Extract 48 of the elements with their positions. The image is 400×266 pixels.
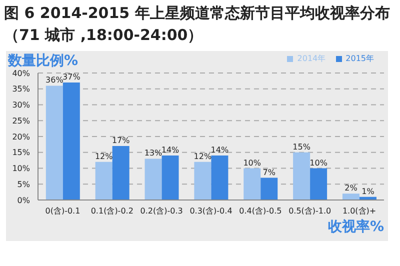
x-tick-label: 1.0(含)+ (342, 206, 376, 216)
data-label: 17% (112, 136, 130, 146)
legend-label: 2014年 (297, 54, 326, 63)
data-label: 12% (194, 152, 212, 161)
data-label: 13% (144, 148, 163, 158)
chart-title: 图 6 2014-2015 年上星频道常态新节目平均收视率分布（71 城市 ,18:00-24:00） (4, 3, 391, 46)
bar (144, 158, 162, 200)
data-label: 14% (210, 146, 229, 155)
y-tick-label: 20% (12, 132, 30, 142)
bar (342, 194, 360, 200)
data-label: 12% (94, 152, 114, 161)
bar (112, 146, 130, 200)
bar (162, 156, 179, 200)
bar (62, 82, 80, 200)
bar (194, 162, 212, 200)
data-label: 36% (46, 76, 64, 85)
y-tick-label: 30% (12, 100, 30, 110)
bar (211, 156, 228, 200)
x-tick-label: 0.5(含)-1.0 (288, 206, 332, 216)
y-tick-label: 0% (17, 196, 30, 205)
x-tick-label: 0.2(含)-0.3 (140, 206, 183, 216)
x-tick-label: 0.4(含)-0.5 (239, 206, 282, 216)
y-tick-label: 15% (12, 148, 30, 158)
y-tick-label: 5% (17, 180, 30, 189)
y-tick-label: 35% (12, 84, 30, 94)
y-tick-label: 40% (12, 68, 30, 78)
bar (293, 152, 310, 200)
x-axis-title: 收视率% (328, 218, 384, 236)
data-label: 10% (310, 158, 328, 168)
data-label: 2% (344, 184, 358, 193)
x-tick-label: 0(含)-0.1 (45, 206, 80, 216)
data-label: 7% (262, 168, 276, 177)
y-tick-label: 25% (12, 116, 30, 126)
data-label: 15% (292, 142, 311, 152)
legend-label: 2015年 (346, 54, 374, 63)
bar (310, 168, 328, 200)
y-axis-title: 数量比例% (8, 52, 78, 70)
bar (46, 86, 63, 200)
bar (95, 162, 112, 200)
data-label: 14% (161, 146, 180, 155)
x-tick-label: 0.3(含)-0.4 (190, 206, 232, 216)
data-label: 1% (362, 186, 375, 196)
x-tick-label: 0.1(含)-0.2 (90, 206, 134, 216)
bar (260, 178, 278, 200)
bar (244, 168, 261, 200)
y-tick-label: 10% (12, 164, 30, 174)
data-label: 10% (243, 158, 262, 168)
data-label: 37% (62, 72, 81, 82)
